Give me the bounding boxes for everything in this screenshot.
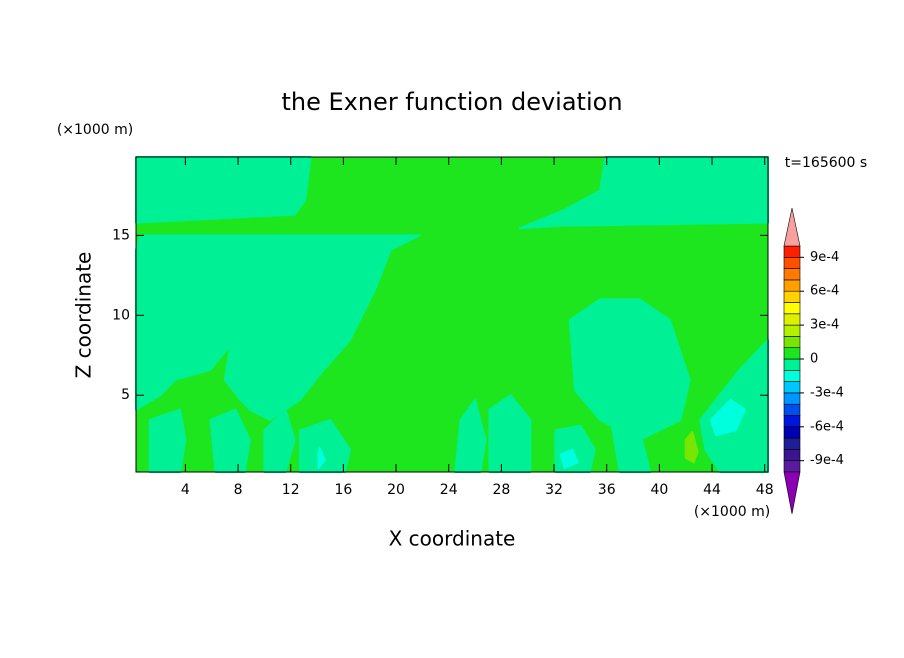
chart-title: the Exner function deviation (281, 88, 622, 116)
colorbar-bin (783, 403, 801, 416)
colorbar-bin (783, 324, 801, 337)
x-tick-label: 4 (181, 482, 190, 498)
x-tick-label: 20 (387, 482, 405, 498)
colorbar-label: -3e-4 (810, 385, 844, 400)
x-tick-label: 44 (703, 482, 721, 498)
x-tick-label: 24 (440, 482, 458, 498)
contour-region (317, 447, 326, 469)
colorbar-bin (783, 358, 801, 371)
contour-region (135, 234, 421, 421)
contour-region (298, 419, 351, 473)
contour-region (568, 298, 691, 441)
colorbar-bin (783, 392, 801, 405)
colorbar-bin (783, 290, 801, 303)
contour-region (135, 156, 312, 224)
colorbar-under (783, 471, 801, 515)
contour-region (684, 431, 699, 464)
x-tick-label: 36 (598, 482, 616, 498)
colorbar-bin (783, 256, 801, 269)
time-annotation: t=165600 s (785, 155, 867, 171)
colorbar-bin (783, 426, 801, 439)
colorbar-bin (783, 369, 801, 382)
x-tick-label: 28 (492, 482, 510, 498)
colorbar-bin (783, 268, 801, 281)
colorbar-bin (783, 460, 801, 473)
colorbar-bin (783, 245, 801, 258)
colorbar-label: -6e-4 (810, 419, 844, 434)
colorbar-bin (783, 449, 801, 461)
x-tick-label: 40 (650, 482, 668, 498)
y-tick-label: 10 (112, 307, 130, 323)
colorbar-label: 6e-4 (810, 284, 839, 299)
x-tick-label: 16 (334, 482, 352, 498)
colorbar-over (783, 207, 801, 247)
x-axis-label: X coordinate (389, 527, 516, 551)
x-tick-label: 8 (234, 482, 243, 498)
x-unit: (×1000 m) (694, 504, 770, 520)
x-tick-label: 12 (282, 482, 300, 498)
colorbar-label: 0 (810, 352, 818, 367)
y-tick-label: 15 (112, 227, 130, 243)
colorbar-label: 9e-4 (810, 250, 839, 265)
contour-field (135, 156, 769, 473)
contour-region (488, 394, 532, 473)
colorbar-label: -9e-4 (810, 453, 844, 468)
contour-region (148, 408, 187, 473)
contour-region (709, 399, 746, 437)
plot-frame (135, 156, 769, 473)
x-tick-label: 32 (545, 482, 563, 498)
contour-region (209, 408, 251, 473)
colorbar-label: 3e-4 (810, 318, 839, 333)
colorbar-bin (783, 336, 801, 348)
colorbar-bin (783, 415, 801, 428)
colorbar: 9e-4 6e-4 3e-4 0 -3e-4 -6e-4 -9e-4 (783, 207, 844, 515)
x-tick-label: 48 (756, 482, 774, 498)
colorbar-bin (783, 437, 801, 450)
colorbar-bin (783, 302, 801, 315)
colorbar-bin (783, 279, 801, 292)
y-axis-label: Z coordinate (72, 252, 96, 379)
colorbar-bin (783, 381, 801, 394)
contour-region (454, 399, 487, 473)
y-tick-label: 5 (121, 387, 130, 403)
colorbar-bin (783, 347, 801, 360)
contour-region (559, 448, 579, 469)
contour-region (263, 408, 296, 473)
y-unit: (×1000 m) (57, 122, 133, 138)
colorbar-bin (783, 313, 801, 326)
